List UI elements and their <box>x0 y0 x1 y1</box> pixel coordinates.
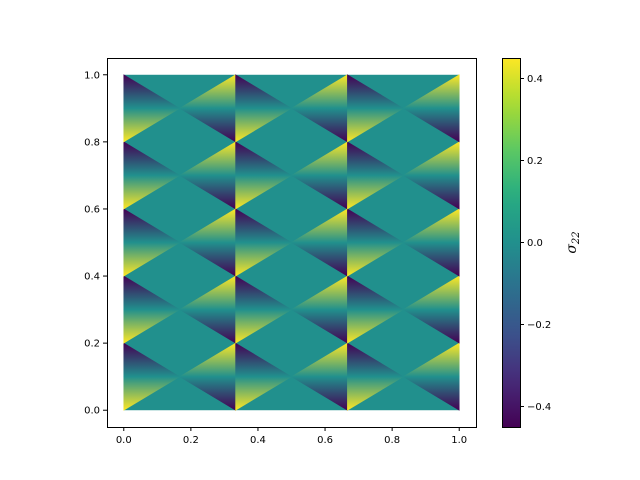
mesh-triangle <box>402 208 460 243</box>
plot-area <box>123 74 460 411</box>
mesh-triangle <box>402 342 460 377</box>
mesh-triangle <box>123 342 181 377</box>
x-tick-label: 0.4 <box>250 435 266 446</box>
y-tick-label: 0.8 <box>84 137 100 148</box>
mesh-triangle <box>347 342 405 377</box>
x-tick-label: 0.6 <box>317 435 333 446</box>
mesh-triangle <box>402 275 460 310</box>
y-tick-label: 0.2 <box>84 339 100 350</box>
colorbar-tick-label: 0.4 <box>527 74 543 85</box>
mesh-triangle <box>123 74 181 109</box>
mesh-triangle <box>347 141 405 176</box>
x-tick-label: 1.0 <box>451 435 467 446</box>
mesh-triangle <box>235 208 293 243</box>
colorbar-gradient <box>502 58 520 427</box>
colorbar-tick-label: −0.4 <box>527 402 551 413</box>
mesh-triangle <box>402 141 460 176</box>
mesh-triangle <box>235 74 293 109</box>
mesh-triangle <box>347 275 405 310</box>
mesh-triangle <box>235 342 293 377</box>
axes-frame <box>107 58 477 428</box>
y-tick-label: 0.6 <box>84 204 100 215</box>
mesh-triangle <box>123 208 181 243</box>
mesh-triangle <box>347 74 405 109</box>
x-tick-label: 0.2 <box>183 435 199 446</box>
y-tick-label: 1.0 <box>84 70 100 81</box>
y-tick-label: 0.4 <box>84 272 100 283</box>
mesh-triangle <box>347 208 405 243</box>
mesh-triangle <box>123 141 181 176</box>
x-tick-label: 0.0 <box>116 435 132 446</box>
colorbar: −0.4 −0.2 0.0 0.2 0.4 <box>502 58 551 428</box>
colorbar-tick-label: 0.2 <box>527 156 543 167</box>
y-tick-label: 0.0 <box>84 406 100 417</box>
x-axis: 0.0 0.2 0.4 0.6 0.8 1.0 <box>116 427 467 446</box>
mesh-triangle <box>402 74 460 109</box>
y-axis: 0.0 0.2 0.4 0.6 0.8 1.0 <box>84 70 107 417</box>
colorbar-label: σ22 <box>564 231 582 253</box>
colorbar-tick-label: 0.0 <box>527 238 543 249</box>
mesh-triangle <box>235 275 293 310</box>
mesh-triangle <box>235 141 293 176</box>
colorbar-tick-label: −0.2 <box>527 320 551 331</box>
mesh-triangle <box>123 275 181 310</box>
x-tick-label: 0.8 <box>384 435 400 446</box>
